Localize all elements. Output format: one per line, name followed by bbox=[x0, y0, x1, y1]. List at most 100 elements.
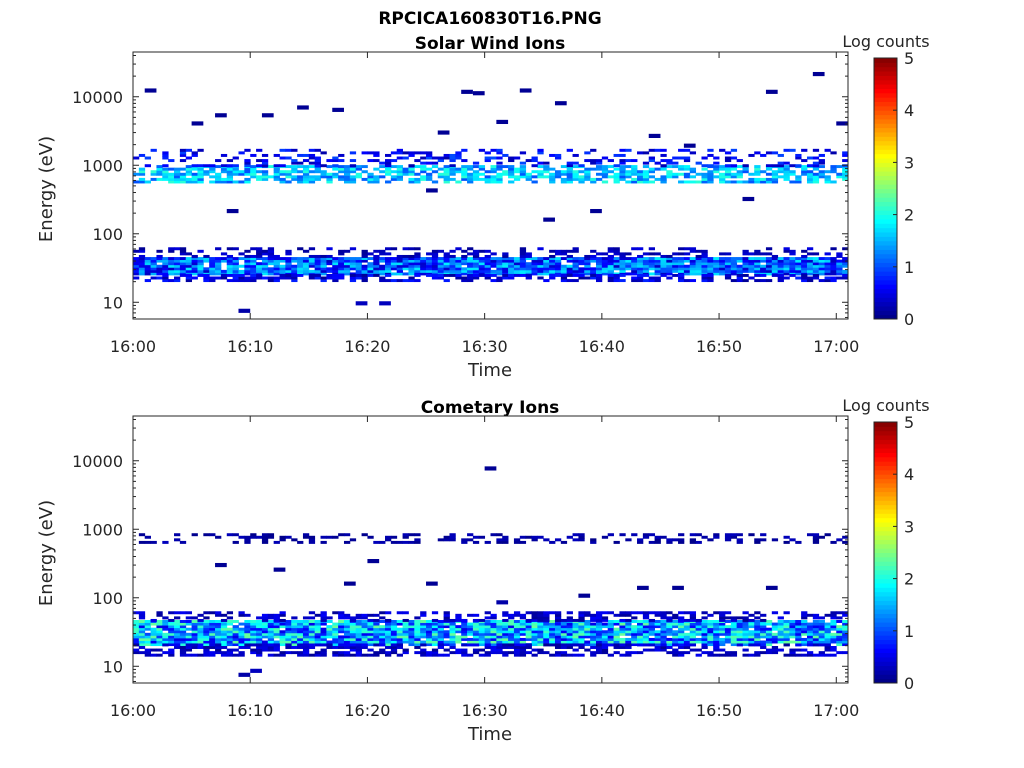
heatmap-cell bbox=[724, 175, 732, 179]
heatmap-cell bbox=[572, 170, 579, 174]
heatmap-cell bbox=[273, 272, 280, 276]
heatmap-cell bbox=[402, 257, 409, 261]
heatmap-cell bbox=[543, 267, 550, 271]
heatmap-cell bbox=[238, 151, 245, 155]
colorbar-segment bbox=[874, 517, 897, 523]
heatmap-cell bbox=[648, 257, 655, 261]
heatmap-cell bbox=[812, 177, 820, 181]
heatmap-cell bbox=[818, 625, 825, 629]
heatmap-cell bbox=[525, 627, 532, 631]
heatmap-cell bbox=[572, 249, 579, 253]
heatmap-cell bbox=[806, 637, 814, 641]
heatmap-cell bbox=[584, 269, 591, 273]
heatmap-cell bbox=[238, 172, 245, 176]
heatmap-cell bbox=[343, 257, 351, 261]
heatmap-cell bbox=[361, 273, 368, 277]
heatmap-cell bbox=[250, 170, 257, 174]
heatmap-cell bbox=[490, 640, 497, 644]
heatmap-cell bbox=[133, 276, 140, 280]
heatmap-cell bbox=[285, 262, 292, 266]
heatmap-cell bbox=[678, 156, 685, 160]
heatmap-cell bbox=[355, 635, 362, 639]
heatmap-cell bbox=[724, 269, 732, 273]
heatmap-cell bbox=[595, 637, 603, 641]
heatmap-cell bbox=[373, 630, 380, 634]
heatmap-cell bbox=[244, 170, 251, 174]
heatmap-cell bbox=[713, 533, 720, 537]
heatmap-cell bbox=[431, 259, 439, 263]
heatmap-cell bbox=[678, 632, 685, 636]
heatmap-cell bbox=[326, 175, 333, 179]
heatmap-cell bbox=[701, 611, 708, 615]
heatmap-cell bbox=[549, 267, 556, 271]
heatmap-cell bbox=[302, 180, 310, 184]
heatmap-cell bbox=[426, 264, 433, 268]
heatmap-cell bbox=[478, 640, 486, 644]
heatmap-cell bbox=[519, 643, 527, 647]
heatmap-cell bbox=[273, 648, 280, 652]
heatmap-cell bbox=[185, 272, 193, 276]
heatmap-cell bbox=[314, 164, 321, 168]
heatmap-cell bbox=[338, 264, 345, 268]
heatmap-cell bbox=[689, 267, 697, 271]
heatmap-cell bbox=[607, 276, 614, 280]
heatmap-cell bbox=[373, 269, 380, 273]
heatmap-cell bbox=[138, 637, 146, 641]
heatmap-cell bbox=[719, 613, 726, 617]
heatmap-cell bbox=[771, 259, 779, 263]
heatmap-cell bbox=[613, 279, 620, 283]
heatmap-cell bbox=[168, 653, 175, 657]
heatmap-cell bbox=[308, 177, 316, 181]
heatmap-cell bbox=[818, 165, 825, 169]
heatmap-cell bbox=[584, 264, 591, 268]
heatmap-cell bbox=[332, 175, 339, 179]
heatmap-cell bbox=[267, 625, 275, 629]
heatmap-cell bbox=[291, 538, 298, 542]
heatmap-cell bbox=[601, 640, 609, 644]
heatmap-cell bbox=[355, 613, 362, 617]
heatmap-cell bbox=[496, 625, 503, 629]
heatmap-cell bbox=[760, 651, 767, 655]
heatmap-cell bbox=[648, 622, 655, 626]
heatmap-cell bbox=[730, 164, 738, 168]
heatmap-cell bbox=[197, 646, 204, 649]
heatmap-cell bbox=[273, 640, 280, 644]
heatmap-cell bbox=[519, 540, 527, 544]
heatmap-cell bbox=[215, 177, 222, 181]
heatmap-cell bbox=[308, 257, 316, 261]
heatmap-point bbox=[426, 188, 438, 193]
heatmap-cell bbox=[795, 640, 802, 644]
heatmap-cell bbox=[625, 165, 632, 169]
heatmap-cell bbox=[666, 259, 673, 263]
heatmap-cell bbox=[625, 630, 632, 634]
heatmap-cell bbox=[560, 625, 568, 629]
heatmap-cell bbox=[601, 267, 609, 271]
heatmap-cell bbox=[261, 648, 269, 652]
heatmap-cell bbox=[467, 257, 474, 261]
heatmap-cell bbox=[543, 651, 550, 655]
heatmap-cell bbox=[678, 618, 685, 622]
heatmap-cell bbox=[631, 620, 638, 623]
heatmap-cell bbox=[619, 611, 626, 615]
heatmap-cell bbox=[637, 643, 644, 647]
heatmap-cell bbox=[349, 632, 357, 636]
heatmap-cell bbox=[396, 177, 403, 181]
heatmap-cell bbox=[297, 637, 304, 641]
heatmap-cell bbox=[256, 627, 263, 631]
heatmap-cell bbox=[332, 622, 339, 626]
heatmap-cell bbox=[806, 640, 814, 644]
heatmap-cell bbox=[590, 276, 597, 280]
heatmap-cell bbox=[560, 276, 568, 280]
heatmap-cell bbox=[244, 646, 251, 649]
heatmap-cell bbox=[332, 651, 339, 655]
heatmap-cell bbox=[496, 259, 503, 263]
heatmap-cell bbox=[830, 165, 837, 169]
heatmap-cell bbox=[595, 279, 603, 283]
heatmap-cell bbox=[302, 269, 310, 273]
heatmap-cell bbox=[642, 635, 650, 639]
heatmap-cell bbox=[783, 267, 790, 271]
heatmap-cell bbox=[601, 165, 609, 169]
heatmap-cell bbox=[414, 272, 421, 276]
heatmap-cell bbox=[385, 247, 392, 251]
heatmap-cell bbox=[789, 262, 796, 266]
